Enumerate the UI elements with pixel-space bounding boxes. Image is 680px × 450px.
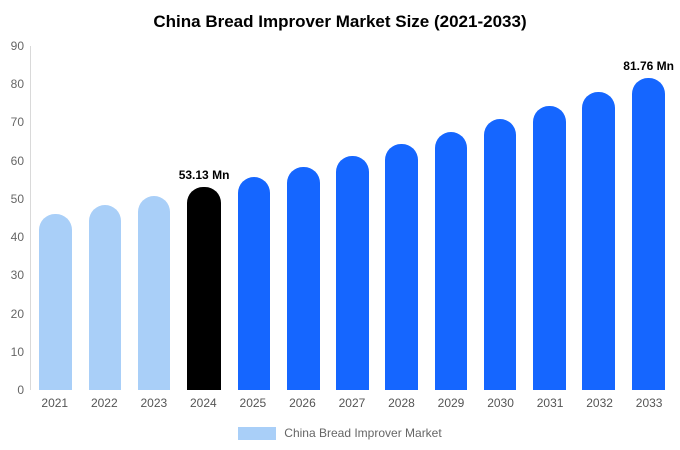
bar-2028[interactable] <box>385 144 418 390</box>
x-tick-2033: 2033 <box>635 396 663 410</box>
x-tick-2027: 2027 <box>338 396 366 410</box>
bar-value-label-2033: 81.76 Mn <box>623 58 674 73</box>
x-tick-2026: 2026 <box>289 396 316 410</box>
y-tick-0: 0 <box>17 383 24 397</box>
y-tick-80: 80 <box>10 77 24 92</box>
bar-2024[interactable] <box>187 186 221 390</box>
bar-2021[interactable] <box>39 214 72 390</box>
x-tick-2025: 2025 <box>239 396 267 410</box>
x-tick-2028: 2028 <box>388 396 415 410</box>
bar-slot-2028 <box>377 46 426 390</box>
x-axis: 2021 2022 2023 2024 2025 2026 2027 2028 2029 2030… <box>30 396 674 410</box>
bar-slot-2031 <box>525 46 574 390</box>
bar-slot-2027 <box>328 46 377 390</box>
plot-area: 53.13 Mn 81.76 Mn <box>30 46 674 390</box>
bar-slot-2033: 81.76 Mn <box>623 46 674 390</box>
bar-slot-2022 <box>80 46 129 390</box>
bar-slot-2021 <box>31 46 80 390</box>
y-axis: 0 10 20 30 40 50 60 70 80 90 <box>4 39 26 397</box>
x-tick-2024: 2024 <box>190 396 217 410</box>
bar-2023[interactable] <box>137 196 171 390</box>
legend-item[interactable]: China Bread Improver Market <box>0 426 680 440</box>
bar-value-label-2024: 53.13 Mn <box>178 167 230 182</box>
bar-slot-2025 <box>229 46 278 390</box>
bar-slot-2024: 53.13 Mn <box>178 46 230 390</box>
bar-2031[interactable] <box>533 106 566 390</box>
bar-slot-2030 <box>476 46 525 390</box>
bar-2033[interactable] <box>631 77 666 390</box>
x-tick-2022: 2022 <box>90 396 118 410</box>
bar-2025[interactable] <box>237 177 271 390</box>
bar-2032[interactable] <box>582 92 615 390</box>
y-tick-10: 10 <box>10 344 24 359</box>
bar-slot-2026 <box>279 46 328 390</box>
y-tick-30: 30 <box>10 268 24 283</box>
y-tick-20: 20 <box>10 306 24 321</box>
bar-2030[interactable] <box>483 119 517 390</box>
bar-2026[interactable] <box>287 166 320 390</box>
legend-label: China Bread Improver Market <box>284 426 442 440</box>
x-tick-2023: 2023 <box>140 396 168 410</box>
legend-swatch <box>238 426 277 440</box>
bar-2027[interactable] <box>336 155 369 390</box>
bar-slot-2029 <box>426 46 475 390</box>
x-tick-2030: 2030 <box>487 396 514 410</box>
y-tick-50: 50 <box>10 191 24 206</box>
y-tick-70: 70 <box>10 115 24 130</box>
x-tick-2032: 2032 <box>586 396 613 410</box>
bar-2029[interactable] <box>434 132 468 390</box>
bar-slot-2023 <box>129 46 178 390</box>
chart-title: China Bread Improver Market Size (2021-2… <box>153 12 527 31</box>
y-tick-60: 60 <box>10 153 24 168</box>
x-tick-2031: 2031 <box>536 396 564 410</box>
y-tick-90: 90 <box>10 39 24 53</box>
x-tick-2029: 2029 <box>437 396 465 410</box>
bar-slot-2032 <box>574 46 623 390</box>
x-tick-2021: 2021 <box>41 396 69 410</box>
bar-2022[interactable] <box>88 205 122 390</box>
y-tick-40: 40 <box>10 230 24 245</box>
